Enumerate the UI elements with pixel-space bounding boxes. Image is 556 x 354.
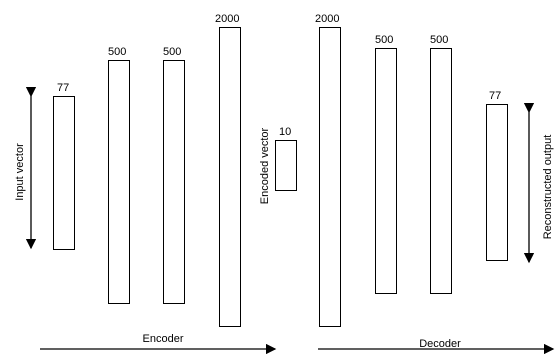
layer-500-encoder-1-size: 500: [108, 46, 127, 58]
layer-2000-encoder: [219, 27, 241, 327]
layer-2000-encoder-size: 2000: [215, 13, 240, 25]
encoded-vector-label: Encoded vector: [259, 127, 271, 205]
layer-77-input-size: 77: [57, 82, 70, 94]
encoder-label: Encoder: [142, 333, 184, 345]
encoded-vector-layer: [275, 140, 297, 191]
layer-500-decoder-2-size: 500: [430, 34, 449, 46]
layer-77-output-size: 77: [489, 90, 502, 102]
decoder-label: Decoder: [419, 338, 461, 350]
layer-500-decoder-2: [430, 48, 452, 294]
encoded-vector-size: 10: [279, 126, 292, 138]
reconstructed-output-label: Reconstructed output: [542, 134, 554, 240]
input-vector-label: Input vector: [14, 143, 26, 201]
layer-77-input: [53, 96, 75, 250]
layer-500-encoder-2-size: 500: [163, 46, 182, 58]
layer-500-decoder-1: [375, 48, 397, 294]
layer-2000-decoder: [319, 27, 341, 327]
layer-77-output: [486, 104, 508, 261]
layer-500-decoder-1-size: 500: [375, 34, 394, 46]
layer-500-encoder-2: [163, 60, 185, 304]
layer-500-encoder-1: [108, 60, 130, 304]
layer-2000-decoder-size: 2000: [315, 13, 340, 25]
